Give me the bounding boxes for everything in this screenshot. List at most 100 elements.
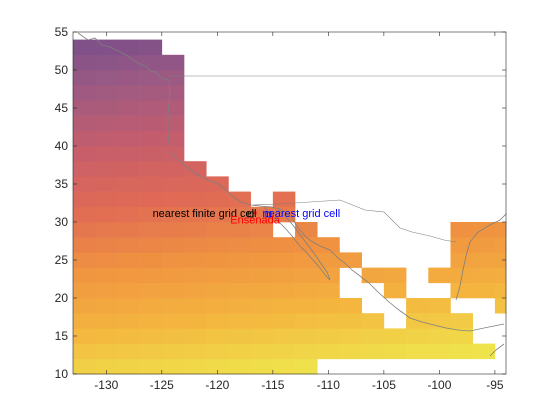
grid-cell [95, 70, 118, 86]
grid-cell [95, 222, 118, 238]
y-tick-label: 55 [55, 25, 69, 39]
grid-cell [184, 222, 207, 238]
grid-cell [450, 344, 473, 360]
grid-cell [95, 298, 118, 314]
grid-cell [251, 328, 274, 344]
grid-cell [384, 268, 407, 284]
grid-cell [140, 313, 163, 329]
grid-cell [251, 313, 274, 329]
y-tick-label: 15 [55, 329, 69, 343]
grid-cell [406, 313, 429, 329]
grid-cell [162, 100, 185, 116]
grid-cell [206, 344, 229, 360]
grid-cell [228, 328, 251, 344]
grid-cell [406, 328, 429, 344]
grid-cell [317, 283, 340, 299]
grid-cell [428, 298, 451, 314]
grid-cell [162, 237, 185, 253]
grid-cell [473, 237, 496, 253]
grid-cell [406, 344, 429, 360]
grid-cell [206, 298, 229, 314]
grid-cell [73, 146, 96, 162]
grid-cell [73, 298, 96, 314]
grid-cell [140, 192, 163, 208]
grid-cell [495, 283, 506, 299]
grid-cell [184, 192, 207, 208]
grid-cell [495, 237, 506, 253]
grid-cell [140, 283, 163, 299]
grid-cell [273, 252, 296, 268]
grid-cell [140, 146, 163, 162]
x-tick-label: -100 [427, 378, 451, 392]
grid-cell [117, 344, 140, 360]
grid-cell [73, 207, 96, 223]
y-tick-label: 45 [55, 101, 69, 115]
grid-cell [117, 237, 140, 253]
grid-cell [73, 268, 96, 284]
grid-cell [184, 328, 207, 344]
grid-cell [162, 55, 185, 71]
grid-cell [73, 313, 96, 329]
grid-cell [206, 252, 229, 268]
grid-cell [140, 328, 163, 344]
grid-cell [273, 298, 296, 314]
grid-cell [162, 85, 185, 101]
grid-cell [295, 298, 318, 314]
grid-cell [117, 131, 140, 147]
grid-cell [228, 359, 251, 375]
grid-cell [140, 40, 163, 56]
grid-cell [206, 222, 229, 238]
grid-cell [73, 116, 96, 132]
grid-cell [273, 237, 296, 253]
grid-cell [406, 298, 429, 314]
grid-cell [73, 192, 96, 208]
grid-cell [428, 268, 451, 284]
grid-cell [317, 328, 340, 344]
grid-cell [450, 283, 473, 299]
grid-cell [73, 70, 96, 86]
grid-cell [184, 313, 207, 329]
grid-cell [117, 70, 140, 86]
grid-cell [251, 344, 274, 360]
grid-cell [95, 237, 118, 253]
grid-cell [339, 252, 362, 268]
grid-cell [295, 344, 318, 360]
x-tick-label: -125 [150, 378, 174, 392]
grid-cell [206, 283, 229, 299]
grid-cell [317, 237, 340, 253]
grid-cell [162, 161, 185, 177]
grid-cell [95, 192, 118, 208]
grid-cell [184, 283, 207, 299]
grid-cell [117, 298, 140, 314]
grid-cell [162, 222, 185, 238]
grid-cell [117, 313, 140, 329]
grid-cell [273, 283, 296, 299]
grid-cell [184, 268, 207, 284]
grid-cell [228, 313, 251, 329]
grid-cell [162, 116, 185, 132]
x-tick-label: -105 [372, 378, 396, 392]
grid-cell [317, 344, 340, 360]
grid-cell [95, 283, 118, 299]
grid-cell [162, 359, 185, 375]
plot-area: * nearest finite grid cell nearest grid c… [73, 32, 506, 374]
grid-cell [73, 237, 96, 253]
grid-cell [206, 237, 229, 253]
grid-cell [428, 328, 451, 344]
grid-cell [495, 268, 506, 284]
grid-cell [162, 283, 185, 299]
grid-cell [140, 237, 163, 253]
grid-cell [273, 192, 296, 208]
grid-cell [162, 313, 185, 329]
grid-cell [362, 328, 385, 344]
y-tick-label: 30 [55, 215, 69, 229]
grid-cell [273, 328, 296, 344]
grid-cell [162, 70, 185, 86]
x-tick-label: -120 [205, 378, 229, 392]
grid-cell [228, 283, 251, 299]
y-tick-label: 25 [55, 253, 69, 267]
grid-cell [473, 283, 496, 299]
grid-cell [228, 298, 251, 314]
grid-cell [140, 268, 163, 284]
grid-cell [95, 55, 118, 71]
